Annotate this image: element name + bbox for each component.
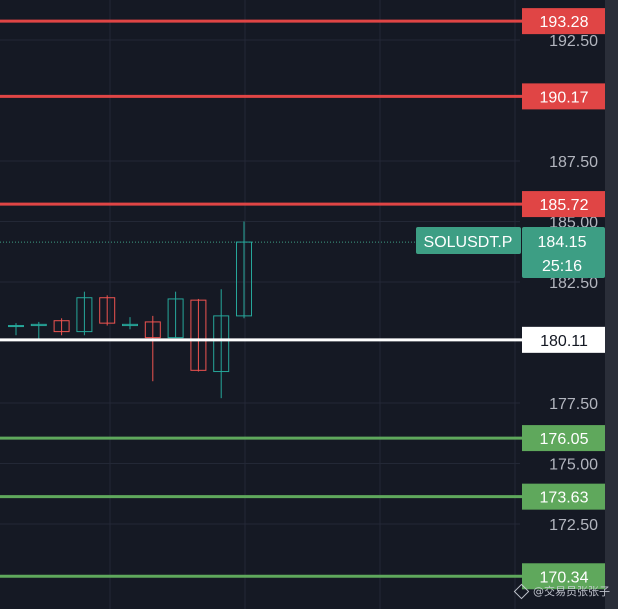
candle-body[interactable] (144, 321, 161, 339)
level-price-badge (522, 563, 605, 590)
candle-body[interactable] (99, 297, 116, 324)
candle-body[interactable] (53, 320, 70, 333)
level-price-badge (522, 326, 605, 353)
level-price-label: 176.05 (540, 431, 589, 448)
candle-body[interactable] (122, 323, 138, 327)
y-tick-label: 192.50 (549, 33, 598, 50)
y-tick-label: 172.50 (549, 517, 598, 534)
symbol-badge (416, 227, 521, 254)
level-price-badge (522, 83, 605, 110)
countdown-label: 25:16 (542, 258, 582, 275)
watermark: @交易员张张子 (513, 583, 610, 599)
level-price-label: 185.72 (540, 197, 589, 214)
candle-body[interactable] (76, 297, 93, 333)
level-price-label: 180.11 (540, 333, 588, 350)
candle-body[interactable] (8, 325, 24, 328)
candle-body[interactable] (167, 298, 184, 339)
candle-body[interactable] (236, 241, 252, 317)
last-price-badge (522, 227, 605, 278)
y-tick-label: 182.50 (549, 275, 598, 292)
level-price-label: 190.17 (540, 89, 589, 106)
candle-body[interactable] (213, 315, 230, 373)
y-tick-label: 175.00 (549, 457, 598, 474)
y-tick-label: 177.50 (549, 396, 598, 413)
level-price-label: 173.63 (540, 490, 589, 507)
y-tick-label: 187.50 (549, 154, 598, 171)
level-price-label: 193.28 (540, 14, 589, 31)
last-price-label: 184.15 (538, 234, 587, 251)
scale-scrollbar[interactable] (605, 0, 618, 609)
symbol-label: SOLUSDT.P (424, 234, 513, 251)
watermark-text: @交易员张张子 (533, 585, 610, 598)
level-price-badge (522, 191, 605, 218)
candle-body[interactable] (30, 323, 47, 327)
candle-body[interactable] (190, 299, 207, 371)
watermark-logo-icon (513, 583, 530, 599)
level-price-badge (522, 483, 605, 510)
level-price-label: 170.34 (540, 569, 589, 586)
level-price-badge (522, 8, 605, 35)
level-price-badge (522, 425, 605, 452)
